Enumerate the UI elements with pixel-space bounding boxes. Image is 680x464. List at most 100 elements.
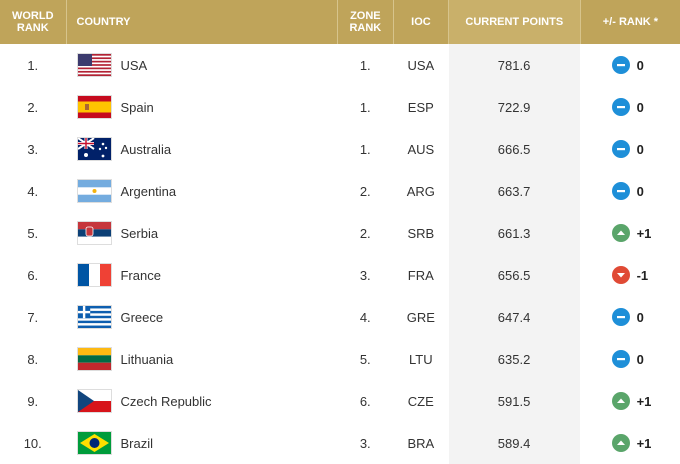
rank-change-value: 0 xyxy=(636,57,644,73)
ioc-cell: FRA xyxy=(407,267,434,283)
points-cell: 635.2 xyxy=(448,338,580,380)
rank-change-value: 0 xyxy=(636,351,644,367)
spain-flag-icon xyxy=(78,96,112,118)
rank-change-value: 0 xyxy=(636,183,644,199)
zone-rank-cell: 2. xyxy=(359,183,371,199)
czech-flag-icon xyxy=(78,390,112,412)
country-name[interactable]: Brazil xyxy=(120,435,153,451)
world-rank-cell: 6. xyxy=(27,267,39,283)
serbia-flag-icon xyxy=(78,222,112,244)
zone-rank-cell: 6. xyxy=(359,393,371,409)
world-rank-cell: 7. xyxy=(27,309,39,325)
world-rank-cell: 5. xyxy=(27,225,39,241)
rank-change-cell: 0 xyxy=(581,338,680,380)
header-world-rank[interactable]: WORLD RANK xyxy=(11,10,54,34)
country-name[interactable]: Czech Republic xyxy=(120,393,212,409)
rank-change-value: +1 xyxy=(636,435,652,451)
rank-change-cell: 0 xyxy=(581,128,680,170)
table-row[interactable]: 4. Argentina 2. ARG 663.7 0 xyxy=(0,170,680,212)
header-rank-change[interactable]: +/- RANK * xyxy=(602,16,659,28)
header-current-points[interactable]: CURRENT POINTS xyxy=(448,0,580,44)
header-ioc[interactable]: IOC xyxy=(411,16,431,28)
rank-change-value: -1 xyxy=(636,267,649,283)
country-cell[interactable]: Serbia xyxy=(66,212,336,254)
country-cell[interactable]: USA xyxy=(66,44,336,86)
arrow-up-icon xyxy=(611,434,630,452)
rank-change-value: 0 xyxy=(636,141,644,157)
rank-change-cell: +1 xyxy=(581,380,680,422)
minus-icon xyxy=(611,56,630,74)
header-divider xyxy=(579,0,581,44)
world-rank-cell: 8. xyxy=(27,351,39,367)
australia-flag-icon xyxy=(78,138,112,160)
table-row[interactable]: 7. Greece 4. GRE 647.4 0 xyxy=(0,296,680,338)
ioc-cell: USA xyxy=(407,57,435,73)
table-row[interactable]: 5. Serbia 2. SRB 661.3 +1 xyxy=(0,212,680,254)
zone-rank-cell: 1. xyxy=(359,99,371,115)
table-row[interactable]: 1. USA 1. USA 781.6 0 xyxy=(0,44,680,86)
header-country[interactable]: COUNTRY xyxy=(76,16,131,28)
zone-rank-cell: 1. xyxy=(359,57,371,73)
rank-change-cell: 0 xyxy=(581,86,680,128)
world-rank-cell: 4. xyxy=(27,183,39,199)
table-row[interactable]: 3. Australia 1. AUS 666.5 0 xyxy=(0,128,680,170)
country-cell[interactable]: Czech Republic xyxy=(66,380,336,422)
world-rank-cell: 9. xyxy=(27,393,39,409)
country-cell[interactable]: Spain xyxy=(66,86,336,128)
brazil-flag-icon xyxy=(78,432,112,454)
country-name[interactable]: USA xyxy=(120,57,148,73)
rank-change-cell: -1 xyxy=(581,254,680,296)
arrow-down-icon xyxy=(611,266,630,284)
minus-icon xyxy=(611,140,630,158)
header-divider xyxy=(65,0,67,44)
world-rank-cell: 10. xyxy=(23,435,42,451)
country-name[interactable]: Australia xyxy=(120,141,172,157)
header-zone-rank[interactable]: ZONE RANK xyxy=(349,10,382,34)
arrow-up-icon xyxy=(611,224,630,242)
ioc-cell: BRA xyxy=(407,435,435,451)
zone-rank-cell: 3. xyxy=(359,435,371,451)
table-header: WORLD RANK COUNTRY ZONE RANK IOC CURRENT… xyxy=(0,0,680,44)
zone-rank-cell: 3. xyxy=(359,267,371,283)
country-cell[interactable]: Greece xyxy=(66,296,336,338)
table-row[interactable]: 2. Spain 1. ESP 722.9 0 xyxy=(0,86,680,128)
country-name[interactable]: Spain xyxy=(120,99,154,115)
country-cell[interactable]: Brazil xyxy=(66,422,336,464)
ioc-cell: CZE xyxy=(407,393,434,409)
france-flag-icon xyxy=(78,264,112,286)
country-cell[interactable]: Australia xyxy=(66,128,336,170)
table-row[interactable]: 6. France 3. FRA 656.5 -1 xyxy=(0,254,680,296)
rank-change-cell: 0 xyxy=(581,44,680,86)
points-cell: 647.4 xyxy=(448,296,580,338)
points-cell: 661.3 xyxy=(448,212,580,254)
rank-change-value: 0 xyxy=(636,309,644,325)
zone-rank-cell: 4. xyxy=(359,309,371,325)
country-cell[interactable]: Argentina xyxy=(66,170,336,212)
zone-rank-cell: 5. xyxy=(359,351,371,367)
minus-icon xyxy=(611,308,630,326)
ioc-cell: SRB xyxy=(407,225,435,241)
rank-change-cell: +1 xyxy=(581,422,680,464)
country-cell[interactable]: France xyxy=(66,254,336,296)
table-row[interactable]: 9. Czech Republic 6. CZE 591.5 +1 xyxy=(0,380,680,422)
rank-change-cell: 0 xyxy=(581,296,680,338)
country-name[interactable]: France xyxy=(120,267,161,283)
country-cell[interactable]: Lithuania xyxy=(66,338,336,380)
minus-icon xyxy=(611,182,630,200)
rank-change-value: +1 xyxy=(636,393,652,409)
world-rank-cell: 3. xyxy=(27,141,39,157)
points-cell: 722.9 xyxy=(448,86,580,128)
country-name[interactable]: Argentina xyxy=(120,183,177,199)
country-name[interactable]: Greece xyxy=(120,309,164,325)
points-cell: 663.7 xyxy=(448,170,580,212)
minus-icon xyxy=(611,350,630,368)
table-row[interactable]: 10. Brazil 3. BRA 589.4 +1 xyxy=(0,422,680,464)
country-name[interactable]: Serbia xyxy=(120,225,159,241)
rank-change-value: +1 xyxy=(636,225,652,241)
header-divider xyxy=(447,0,449,44)
rank-change-cell: +1 xyxy=(581,212,680,254)
lithuania-flag-icon xyxy=(78,348,112,370)
table-row[interactable]: 8. Lithuania 5. LTU 635.2 0 xyxy=(0,338,680,380)
points-cell: 656.5 xyxy=(448,254,580,296)
country-name[interactable]: Lithuania xyxy=(120,351,174,367)
